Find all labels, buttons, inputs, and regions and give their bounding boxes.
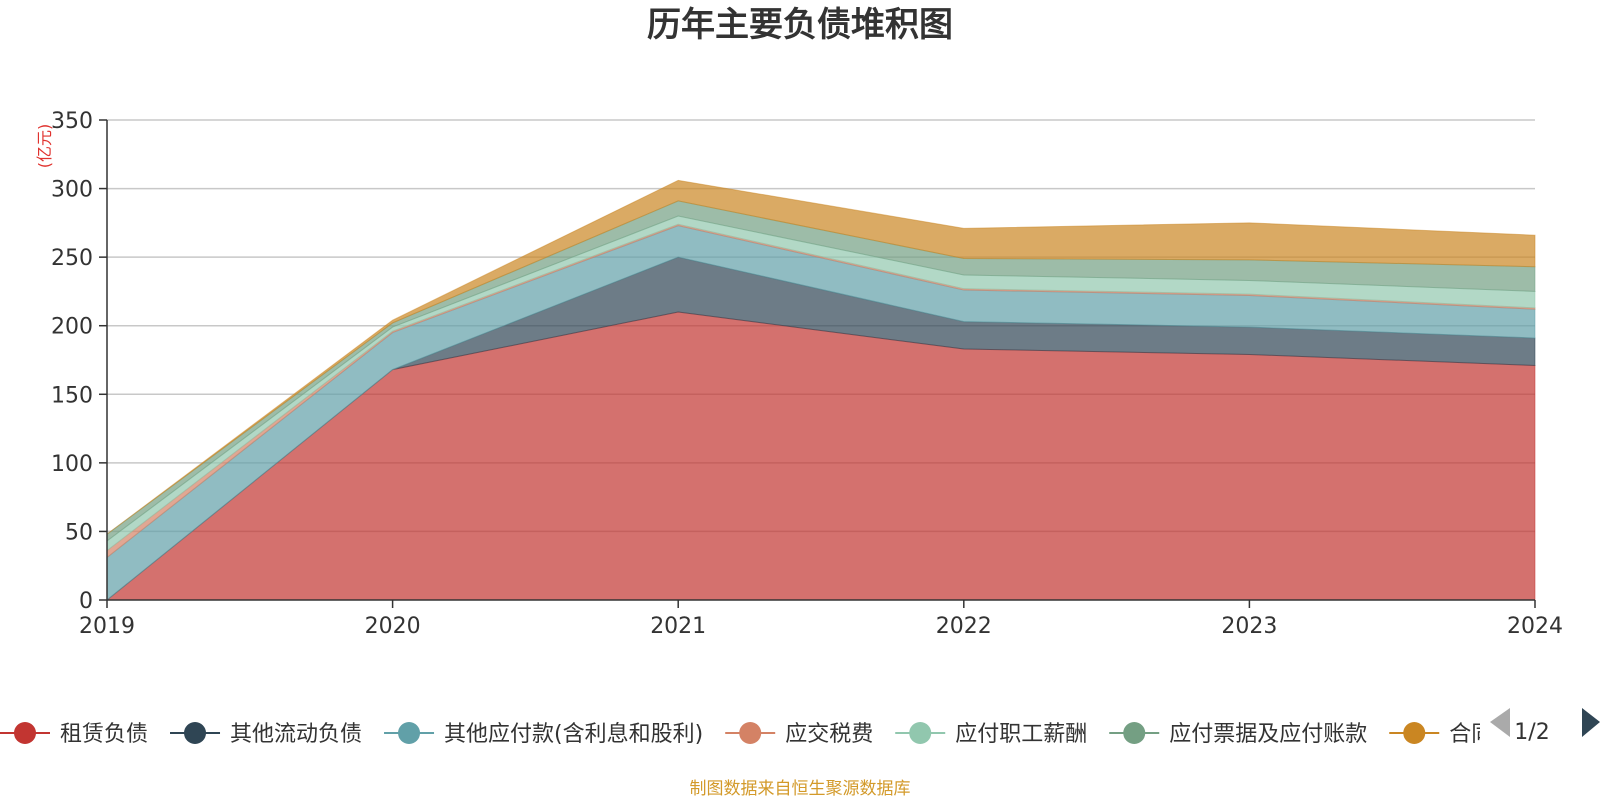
y-tick-label: 100 xyxy=(51,452,93,477)
y-axis-unit-label: (亿元) xyxy=(35,124,54,169)
chart-title: 历年主要负债堆积图 xyxy=(647,5,953,45)
legend-item[interactable]: 其他应付款(含利息和股利) xyxy=(384,722,703,747)
legend-circle-icon xyxy=(184,722,207,744)
legend-label: 其他流动负债 xyxy=(230,722,362,747)
legend-circle-icon xyxy=(909,722,932,744)
axes: 0 50 100 150 200 250 300 350 2019 2020 2021 2022 202… xyxy=(51,109,1563,639)
legend-item[interactable]: 合同负债 xyxy=(1389,722,1537,747)
legend-next-page-icon[interactable] xyxy=(1582,708,1600,737)
y-tick-label: 350 xyxy=(51,109,93,134)
x-tick-label: 2023 xyxy=(1221,614,1277,639)
legend-circle-icon xyxy=(1123,722,1146,744)
legend-pager: 1/2 xyxy=(1490,708,1600,745)
legend-label: 其他应付款(含利息和股利) xyxy=(444,722,703,747)
legend-label: 应付票据及应付账款 xyxy=(1169,722,1367,747)
y-tick-label: 150 xyxy=(51,383,93,408)
legend: 租赁负债 其他流动负债 其他应付款(含利息和股利) 应交税费 应付职工薪酬 应付票据及应付… xyxy=(0,722,1537,747)
y-tick-label: 0 xyxy=(79,589,93,614)
legend-item[interactable]: 其他流动负债 xyxy=(170,722,362,747)
legend-label: 应付职工薪酬 xyxy=(955,722,1087,747)
y-tick-label: 50 xyxy=(65,520,93,545)
y-tick-label: 200 xyxy=(51,315,93,340)
legend-circle-icon xyxy=(739,722,762,744)
area-series xyxy=(105,179,1536,602)
x-tick-label: 2022 xyxy=(936,614,992,639)
data-source-note: 制图数据来自恒生聚源数据库 xyxy=(690,779,911,799)
legend-label: 租赁负债 xyxy=(60,722,148,747)
x-tick-label: 2020 xyxy=(365,614,421,639)
legend-page-indicator: 1/2 xyxy=(1514,720,1549,745)
legend-item[interactable]: 应交税费 xyxy=(725,722,873,747)
legend-label: 应交税费 xyxy=(785,722,873,747)
legend-circle-icon xyxy=(14,722,36,744)
legend-prev-page-icon[interactable] xyxy=(1490,708,1510,737)
y-tick-label: 250 xyxy=(51,246,93,271)
legend-item[interactable]: 应付票据及应付账款 xyxy=(1109,722,1367,747)
legend-item[interactable]: 应付职工薪酬 xyxy=(895,722,1087,747)
legend-circle-icon xyxy=(398,722,421,744)
legend-circle-icon xyxy=(1403,722,1426,744)
area-series-合同负债[interactable] xyxy=(106,179,1536,535)
legend-label: 合同负债 xyxy=(1449,722,1537,747)
y-tick-label: 300 xyxy=(51,178,93,203)
x-tick-label: 2021 xyxy=(650,614,706,639)
legend-item[interactable]: 租赁负债 xyxy=(0,722,148,747)
x-tick-label: 2019 xyxy=(79,614,135,639)
x-tick-label: 2024 xyxy=(1507,614,1563,639)
